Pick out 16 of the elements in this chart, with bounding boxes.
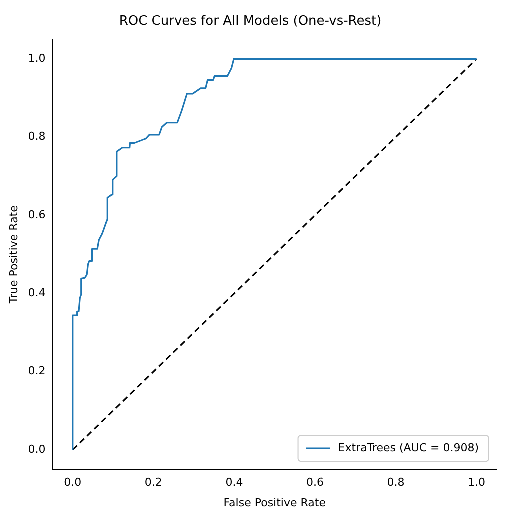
y-tick-label: 0.6 [28, 208, 46, 222]
x-tick-label: 0.0 [64, 476, 82, 490]
chart-title: ROC Curves for All Models (One-vs-Rest) [119, 14, 382, 30]
x-tick-label: 0.6 [306, 476, 324, 490]
y-tick-label: 0.4 [28, 286, 46, 300]
y-tick-label: 1.0 [28, 52, 46, 66]
x-tick-label: 1.0 [468, 476, 486, 490]
legend-label: ExtraTrees (AUC = 0.908) [338, 441, 480, 454]
x-tick-label: 0.8 [387, 476, 405, 490]
y-tick-label: 0.0 [28, 442, 46, 456]
x-axis-title: False Positive Rate [224, 496, 326, 510]
x-tick-label: 0.4 [226, 476, 244, 490]
x-tick-label: 0.2 [144, 476, 162, 490]
y-tick-label: 0.8 [28, 130, 46, 144]
y-axis-title: True Positive Rate [7, 205, 20, 305]
y-tick-label: 0.2 [28, 364, 46, 378]
